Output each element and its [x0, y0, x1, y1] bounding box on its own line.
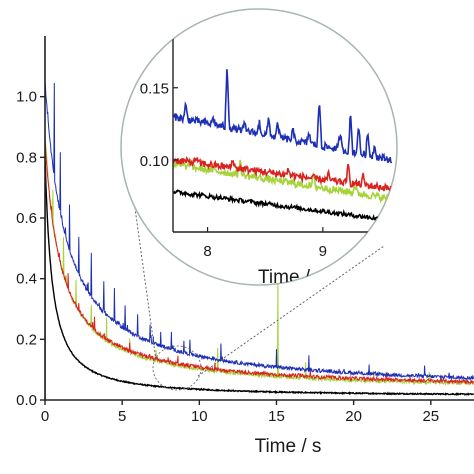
callout-line-right: [197, 245, 385, 377]
y-tick-label: 0.0: [16, 392, 37, 409]
series-line-2: [45, 141, 474, 400]
inset-series-line-4: [173, 189, 392, 224]
series-line-4: [45, 157, 474, 400]
x-tick-label: 20: [345, 408, 362, 425]
y-tick-label: 0.8: [16, 149, 37, 166]
inset-series-line-2: [173, 156, 392, 193]
y-tick-label: 0.4: [16, 271, 37, 288]
series-line-3: [45, 131, 474, 400]
x-tick-label: 0: [41, 408, 49, 425]
zoom-region-ellipse: [152, 345, 202, 391]
inset-circle: [120, 8, 398, 286]
y-tick-label: 0.6: [16, 210, 37, 227]
inset-y-axis-ticks: 0.10 0.15: [140, 81, 178, 170]
x-tick-label: 15: [268, 408, 285, 425]
series-line-1: [45, 81, 474, 400]
inset-y-tick-label: 0.10: [140, 153, 169, 170]
y-tick-label: 1.0: [16, 89, 37, 106]
y-axis-ticks: 0.0 0.2 0.4 0.6 0.8 1.0: [16, 89, 45, 409]
x-axis-ticks: 0 5 10 15 20 25: [41, 400, 439, 425]
inset-y-tick-label: 0.15: [140, 81, 169, 98]
main-series-group: [45, 81, 474, 400]
x-tick-label: 5: [118, 408, 126, 425]
inset-series-group: [173, 69, 392, 224]
inset-series-line-3: [173, 159, 392, 204]
y-tick-label: 0.2: [16, 331, 37, 348]
inset-x-tick-label: 9: [319, 243, 327, 260]
x-tick-label: 10: [191, 408, 208, 425]
inset-series-line-1: [173, 69, 392, 164]
x-tick-label: 25: [422, 408, 439, 425]
x-axis-title: Time / s: [255, 436, 322, 457]
inset-x-tick-label: 8: [203, 243, 211, 260]
